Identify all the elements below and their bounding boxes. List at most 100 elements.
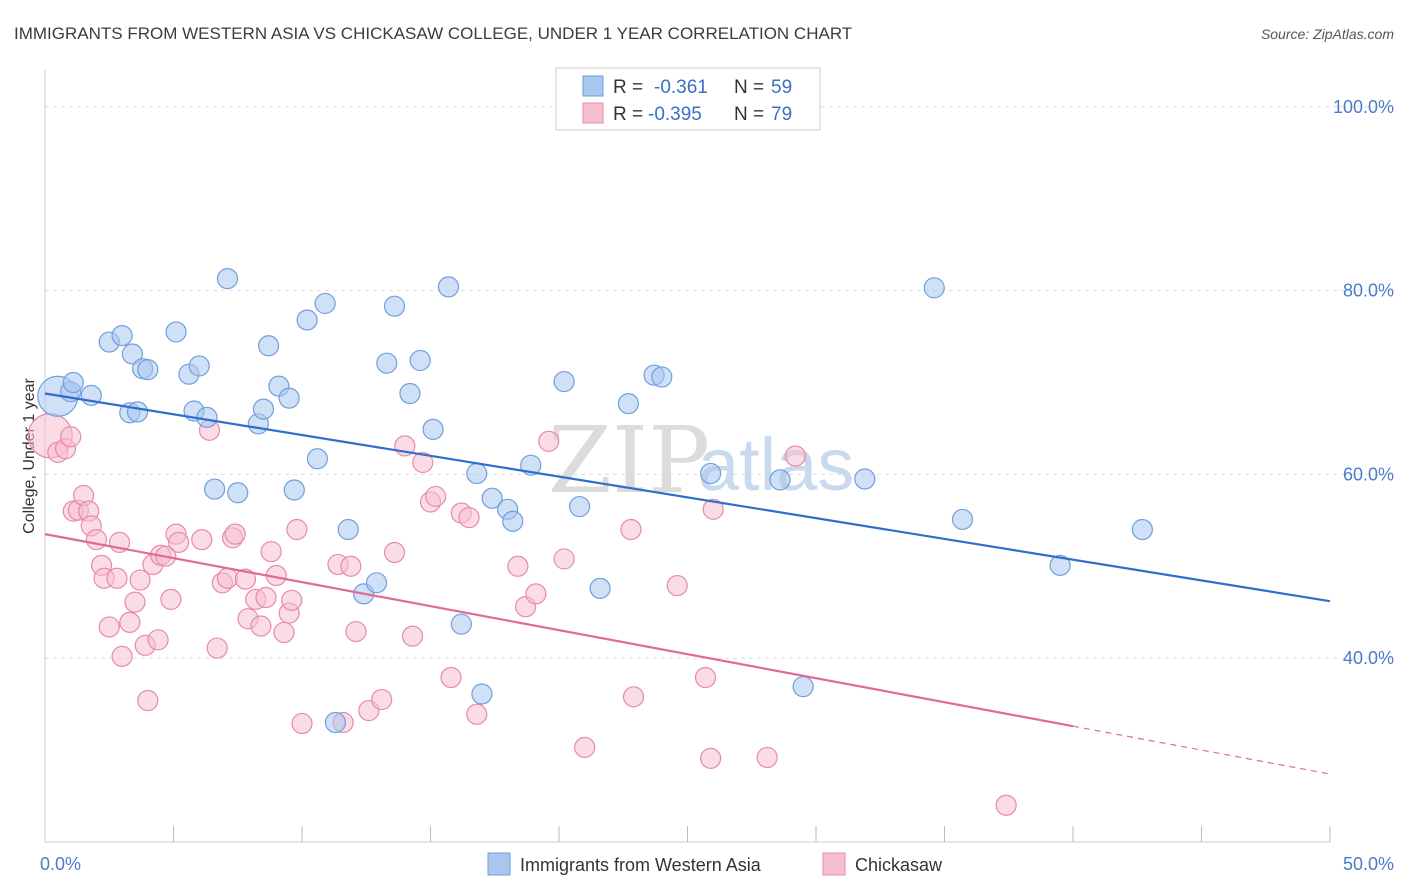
western-asia-point [257, 335, 280, 357]
chickasaw-point [129, 569, 151, 591]
western-asia-point [188, 355, 210, 377]
chickasaw-point [255, 586, 277, 609]
western-asia-point [1131, 518, 1153, 541]
chickasaw-point [286, 518, 308, 541]
western-asia-point [296, 309, 318, 331]
chickasaw-point [620, 518, 642, 541]
series-legend-swatch-blue [487, 852, 511, 876]
western-asia-point [617, 393, 639, 415]
axes: 40.0% 60.0% 80.0% 100.0% 0.0% 50.0% [40, 70, 1394, 874]
western-asia-point [337, 518, 359, 541]
chart-source: Source: ZipAtlas.com [1261, 26, 1394, 42]
western-asia-point [769, 469, 791, 491]
chickasaw-point [756, 746, 778, 769]
western-asia-point [466, 462, 488, 485]
chickasaw-point [85, 529, 108, 551]
western-asia-point [589, 577, 611, 599]
western-asia-point [651, 366, 673, 388]
chart-title: IMMIGRANTS FROM WESTERN ASIA VS CHICKASA… [14, 24, 852, 43]
chickasaw-point [440, 666, 462, 689]
chickasaw-point [700, 747, 722, 769]
chickasaw-point [147, 629, 169, 651]
western-asia-point [196, 406, 218, 428]
western-asia-point [227, 482, 249, 504]
chickasaw-point [574, 736, 596, 758]
western-asia-point [437, 276, 460, 298]
western-asia-point [553, 370, 575, 393]
western-asia-point [951, 508, 974, 531]
legend-r-label-blue: R = [613, 77, 643, 98]
legend-r-label-pink: R = [613, 104, 643, 125]
chickasaw-point [119, 611, 141, 633]
chickasaw-point [622, 686, 645, 708]
western-asia-point [568, 495, 591, 518]
chickasaw-point [694, 666, 717, 689]
chickasaw-point [666, 574, 688, 597]
western-asia-point [62, 371, 84, 394]
x-tick-label: 50.0% [1343, 854, 1394, 874]
western-asia-point [471, 683, 493, 705]
legend-n-label-blue: N = [734, 77, 764, 98]
stats-legend: R = -0.361 N = 59 R = -0.395 N = 79 [555, 67, 821, 131]
chickasaw-point [458, 506, 480, 529]
legend-n-label-pink: N = [734, 104, 764, 125]
chickasaw-point [216, 567, 239, 589]
western-asia-point [121, 343, 143, 365]
chickasaw-point [273, 621, 295, 644]
trend-lines [44, 392, 1331, 775]
trend-line-chickasaw [44, 533, 1074, 728]
chickasaw-point [60, 426, 82, 448]
series-legend-label-pink: Chickasaw [855, 855, 943, 875]
western-asia-point [450, 613, 472, 635]
western-asia-point [409, 349, 431, 372]
chickasaw-point [466, 703, 488, 725]
y-tick-label: 60.0% [1343, 464, 1394, 484]
western-asia-point [502, 510, 524, 532]
chickasaw-point [168, 531, 190, 553]
chickasaw-point [383, 541, 406, 564]
chickasaw-point [106, 567, 128, 589]
series-chickasaw-points [27, 413, 1017, 816]
watermark: ZIP atlas [548, 407, 854, 514]
legend-swatch-pink [582, 102, 604, 124]
chickasaw-point [234, 568, 257, 590]
western-asia-point [923, 277, 945, 299]
legend-r-value-blue: -0.361 [654, 77, 708, 98]
chickasaw-point [702, 498, 724, 520]
chickasaw-point [538, 430, 560, 452]
chickasaw-point [191, 529, 213, 551]
western-asia-point [399, 382, 421, 405]
western-asia-point [204, 478, 226, 500]
chickasaw-point [784, 445, 807, 467]
series-legend: Immigrants from Western Asia Chickasaw [487, 852, 943, 876]
chickasaw-point [137, 689, 159, 712]
chickasaw-point [412, 451, 434, 474]
chickasaw-point [401, 625, 424, 647]
western-asia-point [792, 676, 814, 698]
western-asia-point [306, 448, 329, 470]
western-asia-point [700, 462, 722, 485]
chickasaw-point [260, 540, 282, 563]
western-asia-point [1049, 554, 1071, 576]
watermark-atlas: atlas [698, 423, 854, 506]
western-asia-point [165, 321, 187, 343]
western-asia-point [854, 468, 876, 490]
western-asia-point [324, 711, 347, 734]
legend-n-value-blue: 59 [771, 77, 792, 98]
trend-line-chickasaw-extension [1072, 725, 1331, 775]
series-legend-swatch-pink [822, 852, 846, 876]
western-asia-point [278, 387, 300, 409]
chickasaw-point [553, 548, 575, 570]
western-asia-point [111, 325, 133, 347]
western-asia-point [314, 292, 336, 315]
chickasaw-point [371, 688, 393, 711]
western-asia-point [126, 401, 149, 423]
y-tick-label: 100.0% [1333, 97, 1394, 117]
y-axis-label: College, Under 1 year [21, 378, 38, 534]
chickasaw-point [507, 555, 529, 577]
series-legend-label-blue: Immigrants from Western Asia [520, 855, 762, 875]
chickasaw-point [98, 616, 120, 638]
y-tick-label: 80.0% [1343, 281, 1394, 301]
chickasaw-point [345, 620, 367, 643]
western-asia-point [383, 295, 406, 317]
